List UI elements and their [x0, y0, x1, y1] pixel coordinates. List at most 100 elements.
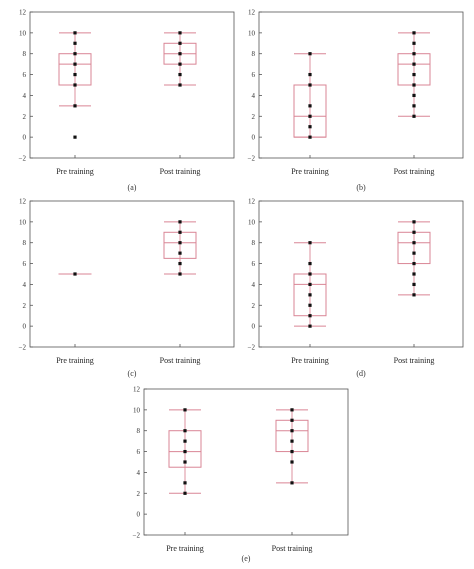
- data-point: [73, 135, 77, 139]
- data-point: [183, 449, 187, 454]
- y-tick-label: 12: [133, 386, 141, 394]
- box-series-pre: [293, 241, 327, 328]
- data-point: [308, 72, 312, 77]
- data-point: [73, 83, 77, 87]
- chart-panel-3: −2 0 2 4 6 8 10 12 Pre training Post training (c): [19, 198, 235, 378]
- y-tick-label: 2: [23, 113, 27, 121]
- data-point: [183, 439, 187, 443]
- y-tick-label: 8: [252, 239, 256, 247]
- plot-frame: [29, 11, 235, 159]
- y-tick-label: 10: [19, 218, 27, 226]
- data-point: [412, 220, 416, 224]
- panel-label: (a): [128, 183, 137, 192]
- data-point: [412, 293, 416, 297]
- y-tick-label: 4: [252, 281, 256, 289]
- data-point: [308, 114, 312, 118]
- box-series-pre: [168, 408, 202, 495]
- y-tick-label: 6: [252, 71, 256, 79]
- y-tick-label: −2: [248, 344, 256, 352]
- y-tick-label: 6: [252, 260, 256, 268]
- data-point: [178, 31, 182, 35]
- data-point: [308, 83, 312, 87]
- y-tick-label: 8: [137, 427, 141, 435]
- x-category-label: Post training: [394, 167, 435, 176]
- y-tick-label: −2: [19, 155, 27, 163]
- data-point: [183, 429, 187, 433]
- y-tick-label: 6: [23, 71, 27, 79]
- data-point: [73, 31, 77, 35]
- y-tick-label: 12: [248, 198, 256, 206]
- chart-panel-1: −2 0 2 4 6 8 10 12 Pre training Post training (a): [19, 9, 235, 192]
- data-point: [412, 241, 416, 245]
- data-point: [412, 93, 416, 98]
- y-tick-label: 2: [252, 113, 256, 121]
- y-tick-label: 12: [19, 9, 27, 17]
- data-point: [412, 62, 416, 66]
- panel-label: (b): [356, 183, 366, 192]
- data-point: [290, 460, 294, 464]
- data-point: [412, 114, 416, 118]
- y-tick-label: 12: [19, 198, 27, 206]
- data-point: [308, 314, 312, 318]
- box-series-post: [397, 31, 431, 118]
- y-tick-label: 0: [23, 134, 27, 142]
- y-tick-label: 6: [137, 448, 141, 456]
- x-category-label: Post training: [272, 544, 313, 553]
- data-point: [183, 408, 187, 412]
- x-category-label: Pre training: [56, 167, 94, 176]
- y-tick-label: 0: [252, 323, 256, 331]
- data-point: [178, 230, 182, 234]
- data-point: [290, 449, 294, 454]
- data-point: [73, 72, 77, 77]
- data-point: [178, 241, 182, 245]
- data-point: [290, 481, 294, 485]
- y-tick-label: 2: [23, 302, 27, 310]
- data-point: [308, 104, 312, 108]
- box-series-post: [397, 220, 431, 297]
- data-point: [178, 41, 182, 45]
- plot-frame: [143, 388, 349, 536]
- data-point: [183, 481, 187, 485]
- y-tick-label: −2: [133, 532, 141, 540]
- x-category-label: Pre training: [291, 167, 329, 176]
- data-point: [412, 72, 416, 77]
- data-point: [290, 439, 294, 443]
- chart-panel-4: −2 0 2 4 6 8 10 12 Pre training Post training (d): [248, 198, 464, 378]
- data-point: [183, 460, 187, 464]
- box-series-pre: [58, 272, 92, 276]
- y-tick-label: 6: [23, 260, 27, 268]
- data-point: [412, 251, 416, 255]
- data-point: [308, 261, 312, 266]
- plot-frame: [258, 200, 464, 348]
- data-point: [290, 408, 294, 412]
- data-point: [308, 303, 312, 307]
- data-point: [178, 272, 182, 276]
- y-tick-label: 0: [23, 323, 27, 331]
- y-tick-label: 4: [23, 92, 27, 100]
- data-point: [412, 272, 416, 276]
- data-point: [412, 104, 416, 108]
- y-tick-label: 10: [133, 406, 141, 414]
- data-point: [290, 429, 294, 433]
- panel-label: (e): [242, 554, 251, 563]
- x-category-label: Post training: [160, 167, 201, 176]
- y-tick-label: 2: [137, 490, 141, 498]
- data-point: [412, 83, 416, 87]
- y-tick-label: 10: [19, 29, 27, 37]
- chart-panel-5: −2 0 2 4 6 8 10 12 Pre training Post training (e): [133, 386, 349, 563]
- panel-label: (d): [356, 369, 366, 378]
- data-point: [412, 230, 416, 234]
- y-tick-label: 8: [252, 50, 256, 58]
- data-point: [178, 72, 182, 77]
- data-point: [308, 125, 312, 129]
- y-tick-label: 10: [248, 29, 256, 37]
- data-point: [308, 282, 312, 287]
- data-point: [178, 52, 182, 56]
- data-point: [412, 41, 416, 45]
- y-tick-label: 0: [252, 134, 256, 142]
- data-point: [183, 491, 187, 495]
- y-tick-label: 10: [248, 218, 256, 226]
- y-tick-label: 8: [23, 50, 27, 58]
- data-point: [308, 241, 312, 245]
